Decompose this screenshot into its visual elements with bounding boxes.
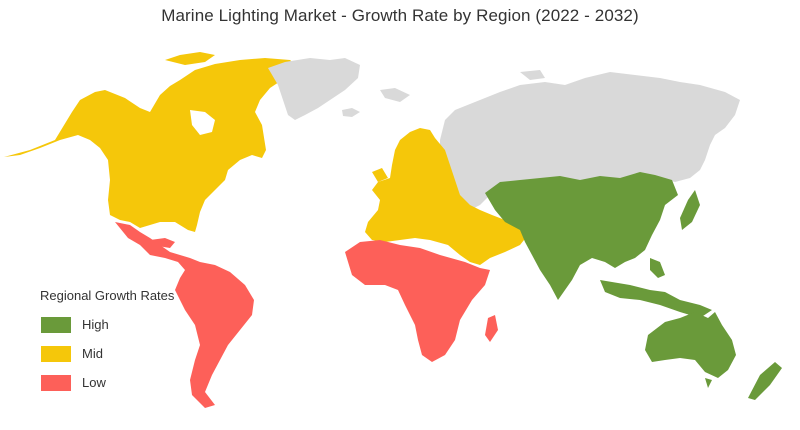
legend-label-high: High [82,317,109,332]
legend-swatch-high [41,316,71,333]
region-europe-mena [365,128,528,265]
legend-item-high: High [40,315,174,334]
legend-swatch-low [41,374,71,391]
region-sub-saharan-africa [345,240,498,362]
region-russia [380,70,740,210]
region-north-america [4,52,297,232]
legend-swatch-mid [41,345,71,362]
legend: Regional Growth Rates High Mid Low [40,288,174,402]
legend-label-mid: Mid [82,346,103,361]
region-latin-america [115,222,254,408]
legend-label-low: Low [82,375,106,390]
legend-item-mid: Mid [40,344,174,363]
region-asia-pacific [485,172,712,318]
region-oceania [645,312,782,400]
map-title: Marine Lighting Market - Growth Rate by … [161,6,639,25]
legend-title: Regional Growth Rates [40,288,175,303]
legend-item-low: Low [40,373,174,392]
region-greenland [268,58,360,120]
